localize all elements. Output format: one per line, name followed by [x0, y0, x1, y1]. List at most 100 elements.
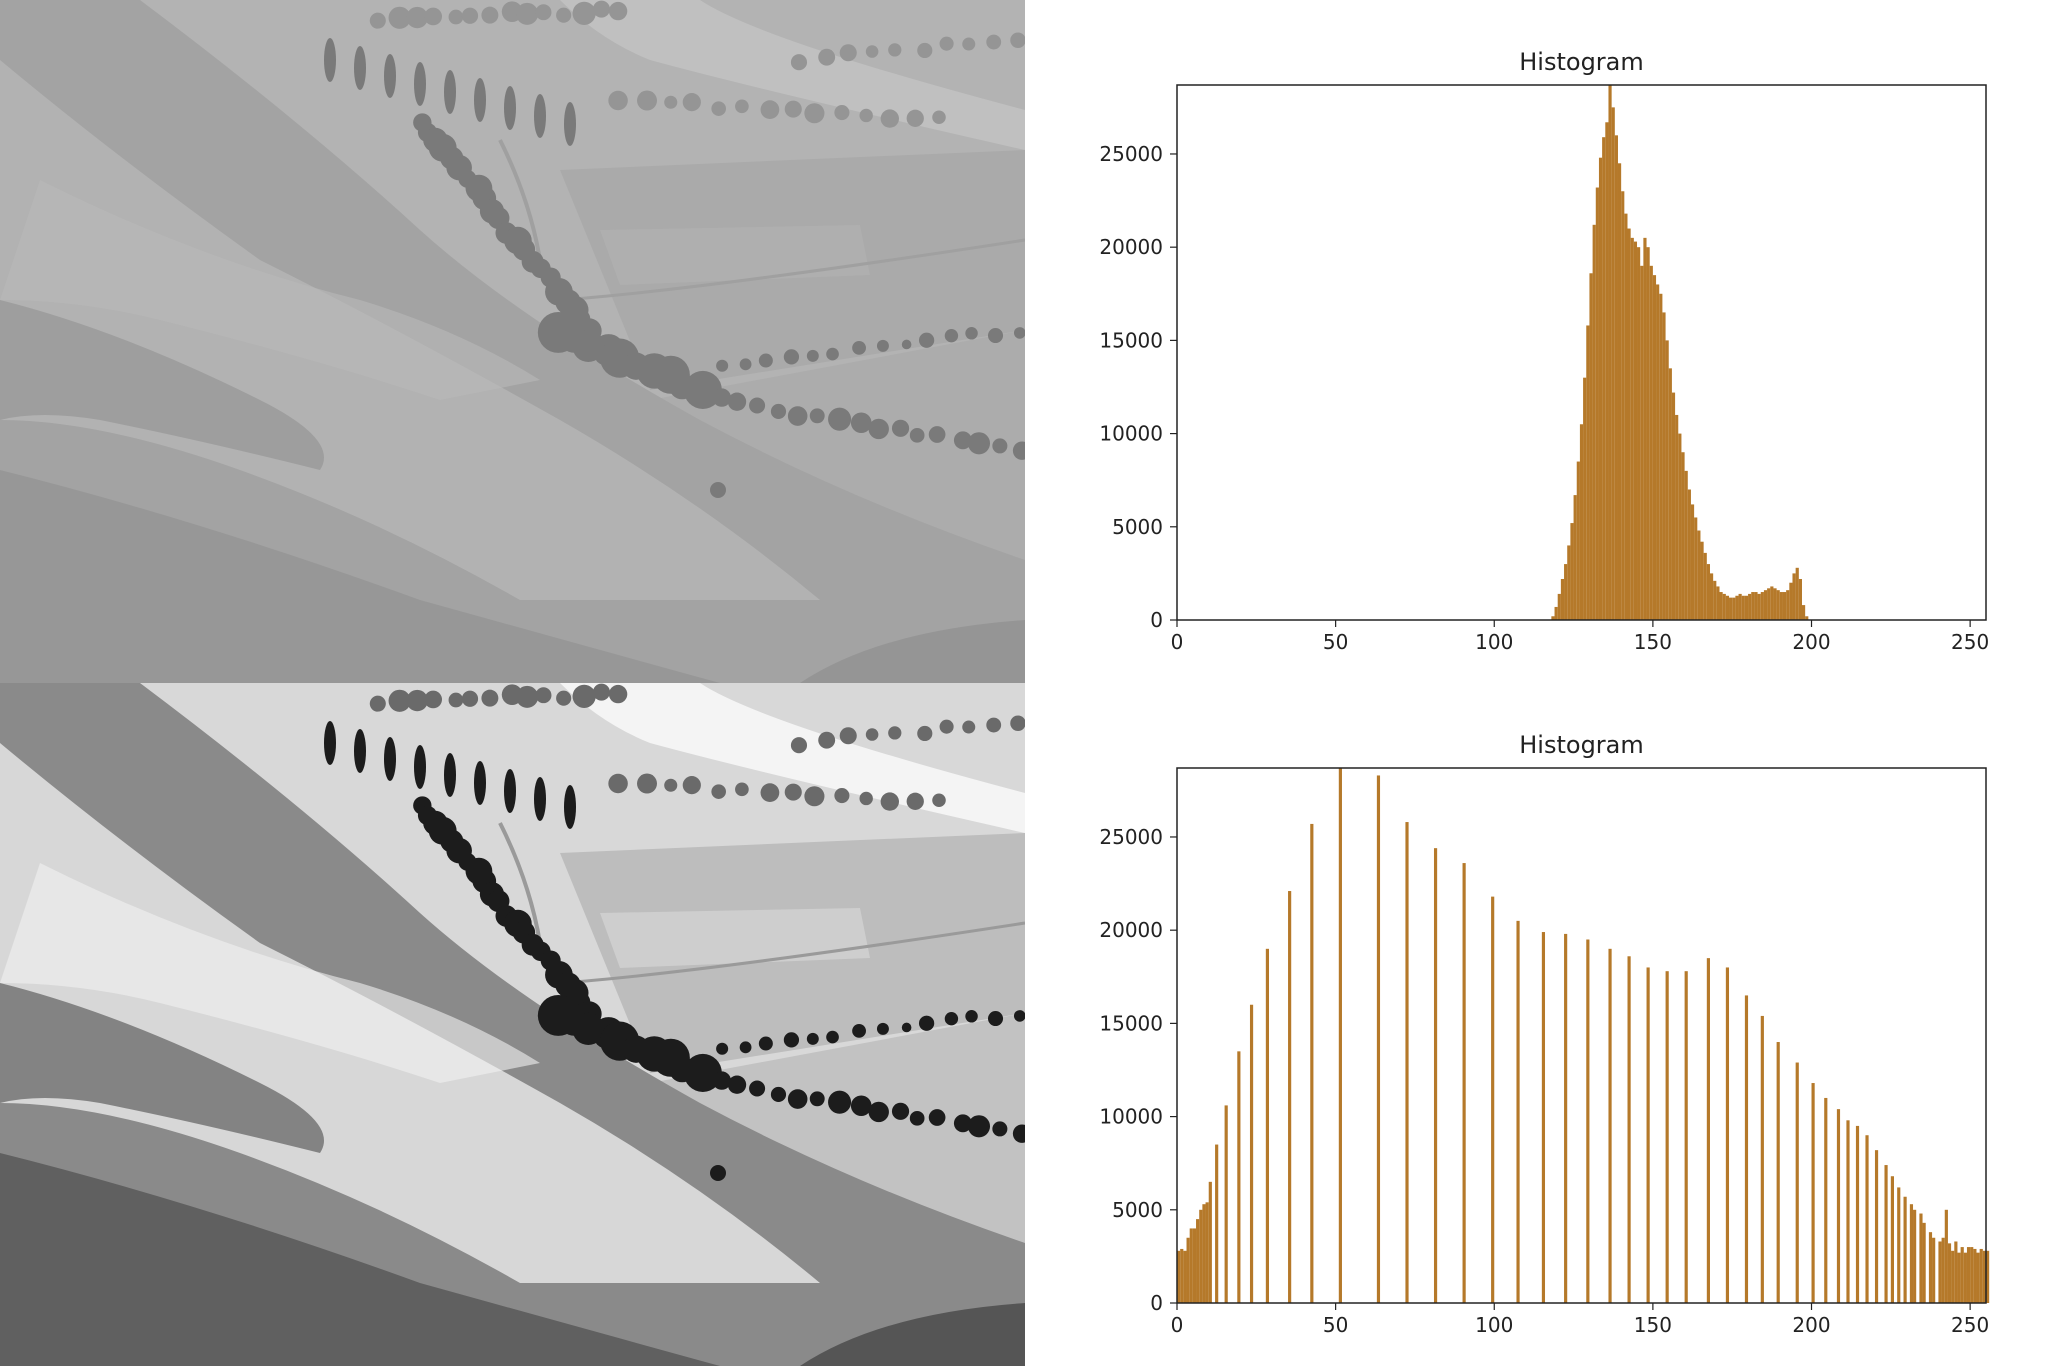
histogram-bar [1716, 586, 1720, 620]
histogram-bar [1684, 971, 1688, 1303]
chart-title: Histogram [1519, 731, 1644, 759]
histogram-bar [1760, 592, 1764, 620]
histogram-bar [1671, 392, 1676, 620]
histogram-bar [1608, 85, 1612, 620]
histogram-bar [1189, 1228, 1193, 1303]
histogram-bar [1592, 224, 1596, 621]
histogram-bar [1754, 592, 1758, 620]
histogram-bar [1560, 578, 1565, 620]
histogram-bar [1748, 593, 1752, 620]
histogram-bar [1954, 1241, 1958, 1303]
histogram-bar [1770, 586, 1774, 620]
histogram-bar [1836, 1109, 1841, 1303]
histogram-bar [1938, 1241, 1942, 1303]
histogram-bar [1700, 541, 1704, 620]
histogram-bar [1735, 595, 1739, 620]
histogram-bar [1557, 593, 1561, 620]
histogram-bar [1738, 593, 1742, 620]
histogram-bar [1779, 592, 1783, 620]
histogram-bar [1947, 1243, 1952, 1303]
histogram-bar [1890, 1176, 1894, 1303]
histogram-bar [1729, 597, 1733, 620]
histogram-bar [1986, 1250, 1990, 1303]
histogram-bar [1576, 461, 1580, 620]
histogram-bar [1744, 995, 1749, 1303]
histogram-bar [1265, 948, 1270, 1303]
x-tick-label: 150 [1634, 630, 1672, 654]
x-tick-label: 0 [1171, 1313, 1184, 1337]
histogram-bar [1675, 414, 1679, 620]
histogram-bar [1795, 1062, 1799, 1303]
x-tick-label: 150 [1634, 1313, 1672, 1337]
histogram-bar [1982, 1250, 1986, 1303]
histogram-bar [1541, 932, 1546, 1303]
x-tick-label: 200 [1792, 630, 1830, 654]
histogram-bar [1805, 616, 1809, 620]
histogram-bar [1963, 1252, 1967, 1303]
y-tick-label: 10000 [1099, 1105, 1163, 1129]
histogram-bar [1564, 933, 1568, 1303]
histogram-bar [1564, 564, 1568, 620]
histogram-bar [1646, 247, 1650, 620]
histogram-bar [1976, 1252, 1980, 1303]
y-tick-label: 0 [1150, 608, 1163, 632]
histogram-bar [1855, 1125, 1860, 1303]
plot-frame [1176, 767, 1987, 1304]
histogram-bar [1966, 1247, 1971, 1303]
histogram-bar [1741, 595, 1745, 620]
histogram-bar [1614, 135, 1618, 621]
histogram-bar [1846, 1120, 1850, 1303]
histogram-bar [1773, 588, 1777, 620]
histogram-bar [1697, 530, 1701, 620]
histogram-bar [1903, 1196, 1907, 1303]
histogram-bar [1928, 1232, 1933, 1303]
histogram-bar [1665, 971, 1669, 1303]
y-tick-label: 0 [1150, 1291, 1163, 1315]
histogram-bar [1649, 265, 1653, 620]
histogram-bar [1776, 1042, 1780, 1303]
y-tick-label: 10000 [1099, 422, 1163, 446]
histogram-bar [1627, 228, 1631, 620]
histogram-bar [1795, 567, 1799, 620]
histogram-bar [1573, 495, 1577, 620]
histogram-bar [1186, 1237, 1190, 1303]
x-tick-label: 50 [1323, 1313, 1348, 1337]
histogram-bar [1586, 939, 1590, 1303]
y-tick-label: 15000 [1099, 1011, 1163, 1035]
histogram-bar [1706, 958, 1710, 1303]
histogram-bar [1709, 573, 1714, 620]
histogram-top-chart: Histogram 0 50 100 150 200 250 0 5000 10000 15000 2… [1025, 0, 2048, 683]
histogram-bar [1586, 325, 1590, 620]
histogram-bar [1668, 368, 1672, 620]
histogram-bar [1865, 1135, 1869, 1303]
histogram-bar [1196, 1219, 1200, 1303]
histogram-bar [1551, 616, 1555, 620]
histogram-bar [1798, 578, 1802, 620]
histogram-bar [1789, 582, 1793, 620]
histogram-bar [1338, 768, 1342, 1303]
histogram-bar [1782, 592, 1787, 620]
histogram-bar [1703, 552, 1707, 620]
histogram-bar [1624, 213, 1628, 620]
histogram-bar [1405, 822, 1409, 1303]
histogram-bar [1202, 1204, 1206, 1303]
histogram-bars [1551, 85, 1809, 621]
equalized-landscape-image [0, 683, 1025, 1366]
low-contrast-landscape-image [0, 0, 1025, 683]
histogram-bar [1570, 523, 1574, 620]
histogram-bar [1516, 920, 1520, 1303]
histogram-bar [1646, 967, 1650, 1303]
histogram-bar [1909, 1204, 1914, 1303]
histogram-bar [1595, 187, 1599, 621]
histogram-bar [1288, 891, 1292, 1303]
histogram-bar [1491, 896, 1495, 1303]
histogram-bar [1690, 504, 1695, 620]
histogram-bar [1589, 273, 1593, 620]
histogram-bar [1598, 157, 1603, 620]
histogram-bar [1192, 1228, 1197, 1303]
histogram-bar [1579, 424, 1584, 620]
x-tick-label: 100 [1475, 630, 1513, 654]
histogram-bar [1681, 452, 1685, 620]
histogram-bar [1659, 293, 1663, 620]
x-tick-label: 100 [1475, 1313, 1513, 1337]
